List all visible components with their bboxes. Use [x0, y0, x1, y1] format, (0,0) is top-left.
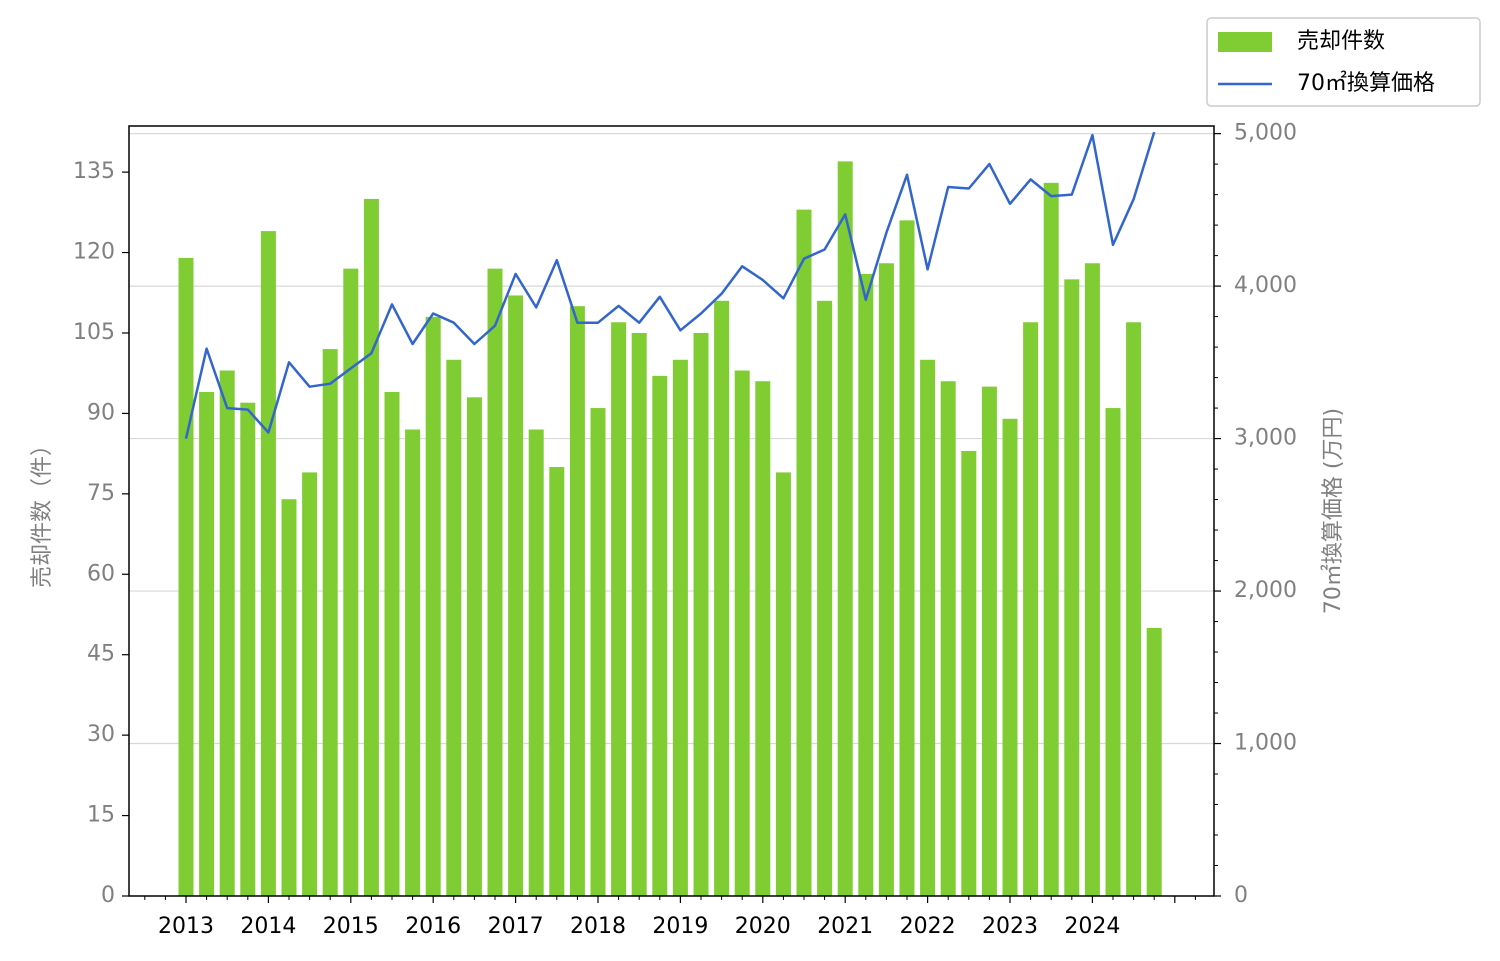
x-tick-label: 2021 — [817, 914, 873, 939]
legend: 売却件数 70㎡換算価格 — [1206, 17, 1481, 107]
left-tick-label: 90 — [87, 400, 115, 425]
bar — [775, 472, 791, 896]
legend-bar-swatch — [1218, 32, 1272, 52]
x-tick-label: 2016 — [405, 914, 461, 939]
bar — [569, 306, 585, 897]
left-axis: 0 15 30 45 60 75 90 105 120 135 — [73, 159, 129, 908]
right-tick-label: 2,000 — [1234, 578, 1297, 603]
bar — [734, 370, 750, 896]
bar — [899, 220, 915, 896]
right-tick-label: 4,000 — [1234, 273, 1297, 298]
bar — [1084, 263, 1100, 896]
bar — [1002, 418, 1018, 896]
right-axis: 0 1,000 2,000 3,000 4,000 5,000 — [1214, 121, 1297, 908]
left-tick-label: 45 — [87, 642, 115, 667]
x-tick-label: 2019 — [652, 914, 708, 939]
legend-frame — [1206, 17, 1481, 107]
bar — [693, 332, 709, 896]
bar-series — [178, 161, 1162, 897]
bar — [961, 450, 977, 896]
bar — [1126, 322, 1142, 896]
bar — [528, 429, 544, 896]
bar — [178, 257, 194, 896]
left-tick-label: 120 — [73, 240, 115, 265]
legend-line-label: 70㎡換算価格 — [1297, 70, 1435, 96]
right-tick-label: 0 — [1234, 883, 1248, 908]
x-tick-label: 2017 — [488, 914, 544, 939]
left-tick-label: 75 — [87, 481, 115, 506]
right-tick-label: 5,000 — [1234, 121, 1297, 146]
x-tick-label: 2024 — [1064, 914, 1120, 939]
left-tick-label: 0 — [101, 883, 115, 908]
bar — [837, 161, 853, 897]
bar — [446, 359, 462, 896]
bar — [796, 209, 812, 896]
x-tick-label: 2023 — [982, 914, 1038, 939]
bar — [940, 381, 956, 896]
bar — [425, 316, 441, 896]
left-tick-label: 30 — [87, 722, 115, 747]
bar — [672, 359, 688, 896]
bar — [549, 467, 565, 896]
x-tick-label: 2018 — [570, 914, 626, 939]
left-tick-label: 60 — [87, 561, 115, 586]
x-tick-label: 2020 — [735, 914, 791, 939]
bar — [405, 429, 421, 896]
bar — [508, 295, 524, 897]
bar — [487, 268, 503, 896]
bar — [1064, 279, 1080, 896]
y-axis-label: 売却件数（件） — [30, 434, 55, 588]
line-series — [184, 131, 1156, 439]
bar — [240, 402, 256, 896]
bar — [858, 273, 874, 897]
bar — [878, 263, 894, 896]
left-tick-label: 15 — [87, 803, 115, 828]
bar — [219, 370, 235, 896]
bar — [920, 359, 936, 896]
bar — [363, 198, 379, 896]
bar — [817, 300, 833, 896]
right-tick-label: 1,000 — [1234, 731, 1297, 756]
bar — [281, 499, 297, 896]
bar — [652, 375, 668, 897]
left-tick-label: 135 — [73, 159, 115, 184]
x-tick-label: 2014 — [240, 914, 296, 939]
price-line — [184, 131, 1156, 439]
x-axis: 2013 2014 2015 2016 2017 2018 2019 2020 2021 2022… — [144, 896, 1196, 939]
bar — [1146, 627, 1162, 896]
bar — [1105, 408, 1121, 896]
bar — [631, 332, 647, 896]
bar — [590, 408, 606, 896]
bar — [384, 391, 400, 896]
bar — [1043, 182, 1059, 896]
y2-axis-label: 70㎡換算価格 (万円) — [1320, 408, 1346, 614]
left-tick-label: 105 — [73, 320, 115, 345]
bar — [1023, 322, 1039, 896]
bar — [343, 268, 359, 896]
bar — [714, 300, 730, 896]
x-tick-label: 2015 — [323, 914, 379, 939]
x-tick-label: 2022 — [900, 914, 956, 939]
bar — [611, 322, 627, 896]
bar — [322, 349, 338, 896]
axes — [128, 125, 1215, 897]
bar — [199, 391, 215, 896]
x-tick-label: 2013 — [158, 914, 214, 939]
bar — [466, 397, 482, 896]
legend-bar-label: 売却件数 — [1297, 29, 1385, 54]
bar — [755, 381, 771, 896]
plot-frame — [128, 125, 1215, 897]
bar — [302, 472, 318, 896]
bar — [260, 231, 276, 897]
right-tick-label: 3,000 — [1234, 426, 1297, 451]
bar — [981, 386, 997, 896]
